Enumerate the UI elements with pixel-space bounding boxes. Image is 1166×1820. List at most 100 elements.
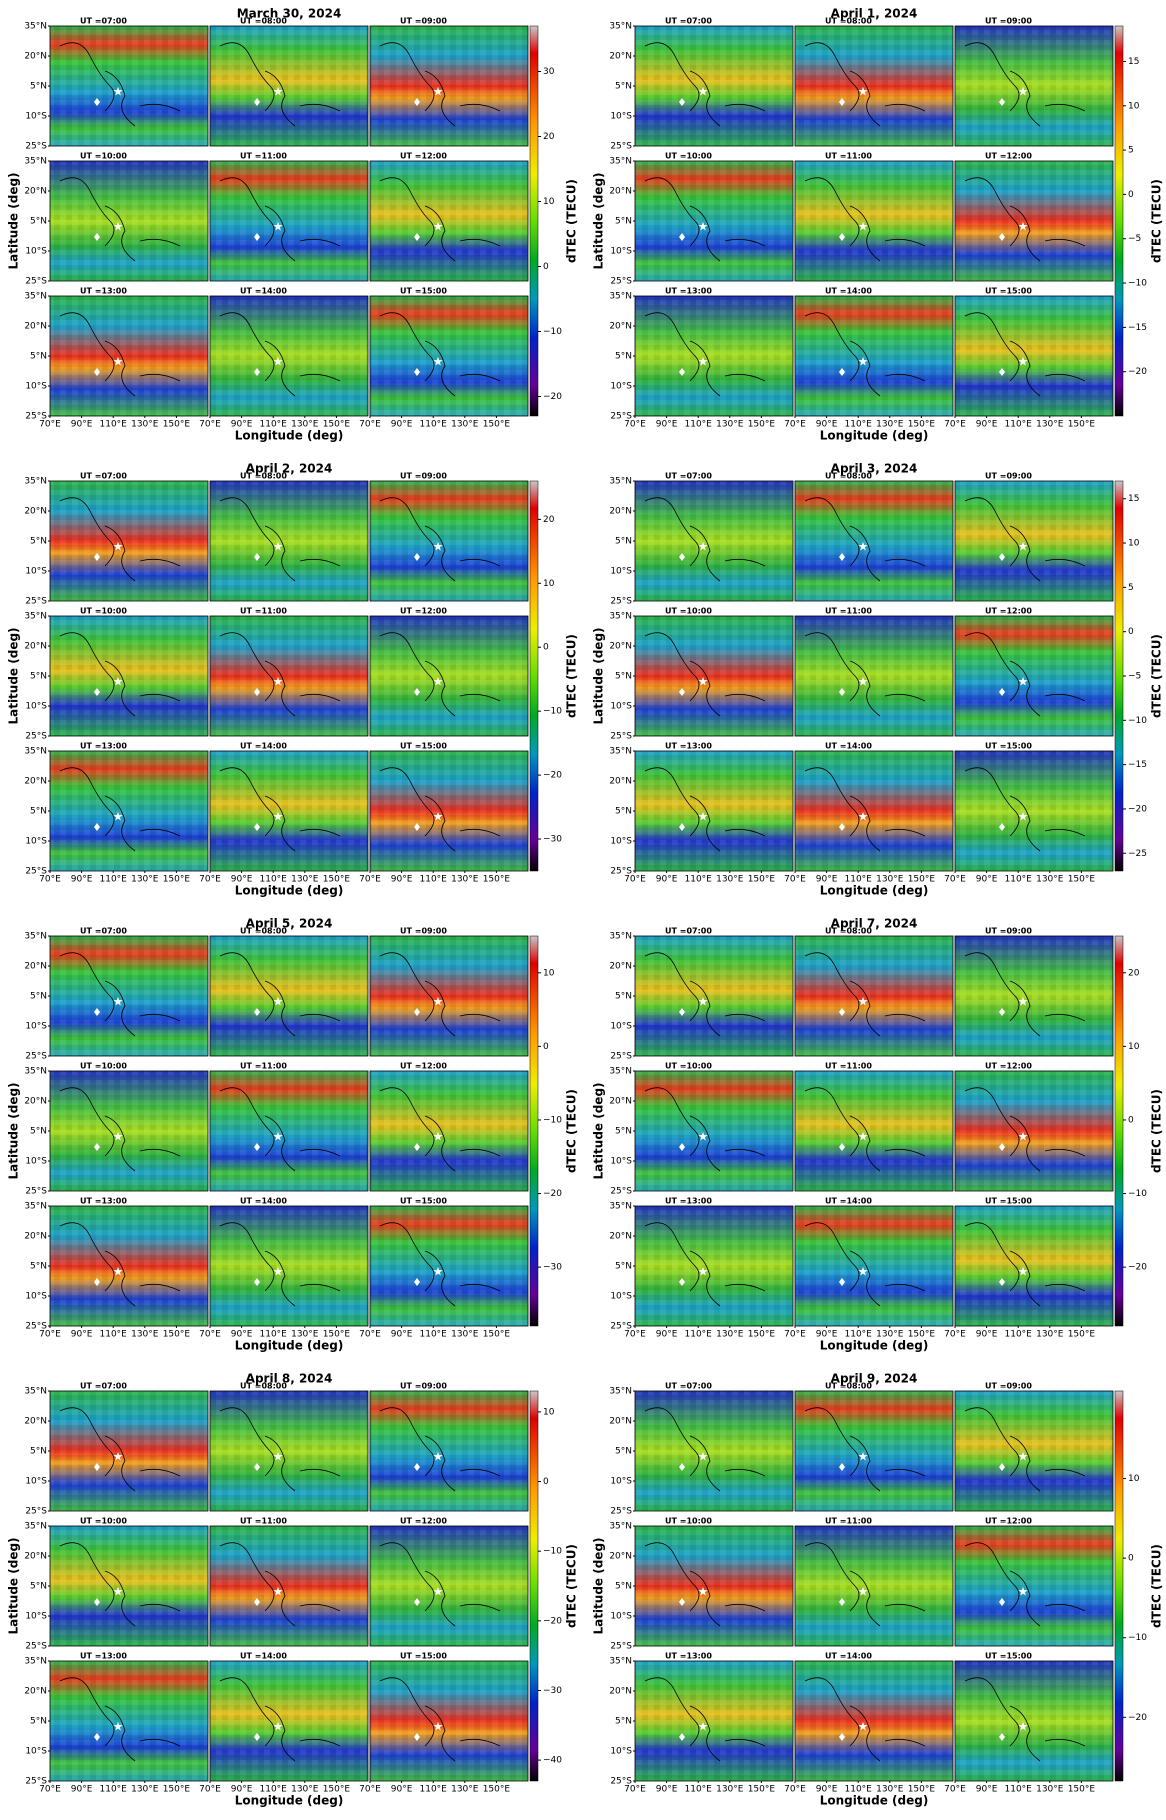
lon-tick-label: 70°E: [944, 1330, 966, 1340]
lon-tick-label: 70°E: [944, 420, 966, 430]
lon-tick-label: 130°E: [716, 1330, 744, 1340]
marker-star: ★: [113, 675, 124, 689]
marker-star: ★: [698, 995, 709, 1009]
marker-star: ★: [1018, 355, 1029, 369]
marker-star: ★: [113, 540, 124, 554]
map-texture: [635, 1071, 793, 1191]
lat-tick-label: 25°S: [610, 1507, 632, 1517]
marker-star: ★: [698, 1450, 709, 1464]
x-axis-label: Longitude (deg): [820, 884, 929, 898]
ut-label: UT =12:00: [400, 1062, 447, 1071]
lon-tick-label: 130°E: [451, 1785, 479, 1795]
ut-label: UT =13:00: [80, 287, 127, 296]
lon-tick-label: 90°E: [71, 1330, 93, 1340]
lon-tick-label: 110°E: [1005, 1330, 1033, 1340]
marker-star: ★: [113, 1450, 124, 1464]
lat-tick-label: 10°S: [610, 1747, 632, 1757]
map-texture: [635, 1661, 793, 1781]
lon-tick-label: 90°E: [71, 875, 93, 885]
ut-label: UT =10:00: [80, 1517, 127, 1526]
lon-tick-label: 70°E: [624, 875, 646, 885]
colorbar-tick-label: 10: [1128, 1474, 1140, 1484]
lon-tick-label: 110°E: [100, 875, 128, 885]
y-axis-label: Latitude (deg): [592, 1082, 606, 1179]
lat-tick-label: 35°N: [24, 1067, 47, 1077]
lat-tick-label: 5°N: [30, 1582, 47, 1592]
map-texture: [795, 296, 953, 416]
lon-tick-label: 150°E: [748, 1785, 776, 1795]
colorbar: [1115, 1391, 1123, 1781]
marker-star: ★: [1018, 1450, 1029, 1464]
lat-tick-label: 10°S: [610, 382, 632, 392]
map-texture: [795, 936, 953, 1056]
colorbar-label: dTEC (TECU): [1150, 1544, 1164, 1628]
ut-label: UT =09:00: [400, 472, 447, 481]
lon-tick-label: 130°E: [1036, 875, 1064, 885]
ut-label: UT =13:00: [80, 742, 127, 751]
map-texture: [50, 936, 208, 1056]
lon-tick-label: 90°E: [391, 875, 413, 885]
lat-tick-label: 20°N: [24, 777, 47, 787]
marker-star: ★: [1018, 85, 1029, 99]
map-texture: [955, 751, 1113, 871]
map-texture: [795, 616, 953, 736]
lon-tick-label: 110°E: [1005, 420, 1033, 430]
ut-label: UT =07:00: [665, 927, 712, 936]
marker-star: ★: [698, 220, 709, 234]
x-axis-label: Longitude (deg): [235, 884, 344, 898]
lat-tick-label: 35°N: [24, 1657, 47, 1667]
ut-label: UT =07:00: [665, 1382, 712, 1391]
map-texture: [370, 1206, 528, 1326]
colorbar-tick-label: −30: [543, 1686, 562, 1696]
ut-label: UT =09:00: [400, 927, 447, 936]
map-texture: [50, 1391, 208, 1511]
ut-label: UT =13:00: [80, 1652, 127, 1661]
lat-tick-label: 35°N: [609, 1522, 632, 1532]
colorbar-tick-label: −10: [543, 1115, 562, 1125]
marker-star: ★: [698, 355, 709, 369]
lat-tick-label: 10°S: [610, 247, 632, 257]
marker-star: ★: [273, 810, 284, 824]
lon-tick-label: 130°E: [1036, 1785, 1064, 1795]
colorbar-tick-label: −40: [543, 1756, 562, 1766]
ut-label: UT =15:00: [985, 1197, 1032, 1206]
map-texture: [50, 1661, 208, 1781]
marker-star: ★: [1018, 540, 1029, 554]
map-texture: [210, 1071, 368, 1191]
lon-tick-label: 70°E: [39, 1330, 61, 1340]
marker-star: ★: [113, 220, 124, 234]
map-texture: [210, 481, 368, 601]
map-texture: [635, 616, 793, 736]
lon-tick-label: 70°E: [784, 1785, 806, 1795]
ut-label: UT =13:00: [80, 1197, 127, 1206]
map-texture: [795, 1526, 953, 1646]
lon-tick-label: 150°E: [1068, 420, 1096, 430]
lat-tick-label: 5°N: [30, 992, 47, 1002]
lon-tick-label: 110°E: [420, 875, 448, 885]
ut-label: UT =15:00: [400, 1197, 447, 1206]
map-texture: [50, 1526, 208, 1646]
ut-label: UT =08:00: [825, 17, 872, 26]
lat-tick-label: 5°N: [30, 537, 47, 547]
ut-label: UT =09:00: [985, 17, 1032, 26]
lon-tick-label: 90°E: [391, 1330, 413, 1340]
lat-tick-label: 25°S: [25, 277, 47, 287]
colorbar: [530, 481, 538, 871]
ut-label: UT =10:00: [665, 1062, 712, 1071]
lon-tick-label: 110°E: [685, 1330, 713, 1340]
colorbar-tick-label: 10: [543, 1407, 555, 1417]
map-texture: [795, 1071, 953, 1191]
colorbar-tick-label: −20: [543, 1616, 562, 1626]
lon-tick-label: 70°E: [944, 875, 966, 885]
colorbar-tick-label: −20: [543, 771, 562, 781]
marker-star: ★: [433, 1585, 444, 1599]
marker-star: ★: [698, 85, 709, 99]
map-texture: [635, 1206, 793, 1326]
lat-tick-label: 10°S: [25, 567, 47, 577]
lon-tick-label: 70°E: [624, 420, 646, 430]
ut-label: UT =13:00: [665, 1197, 712, 1206]
lat-tick-label: 20°N: [24, 1687, 47, 1697]
lat-tick-label: 35°N: [609, 1202, 632, 1212]
y-axis-label: Latitude (deg): [7, 1537, 21, 1634]
lat-tick-label: 20°N: [609, 1232, 632, 1242]
